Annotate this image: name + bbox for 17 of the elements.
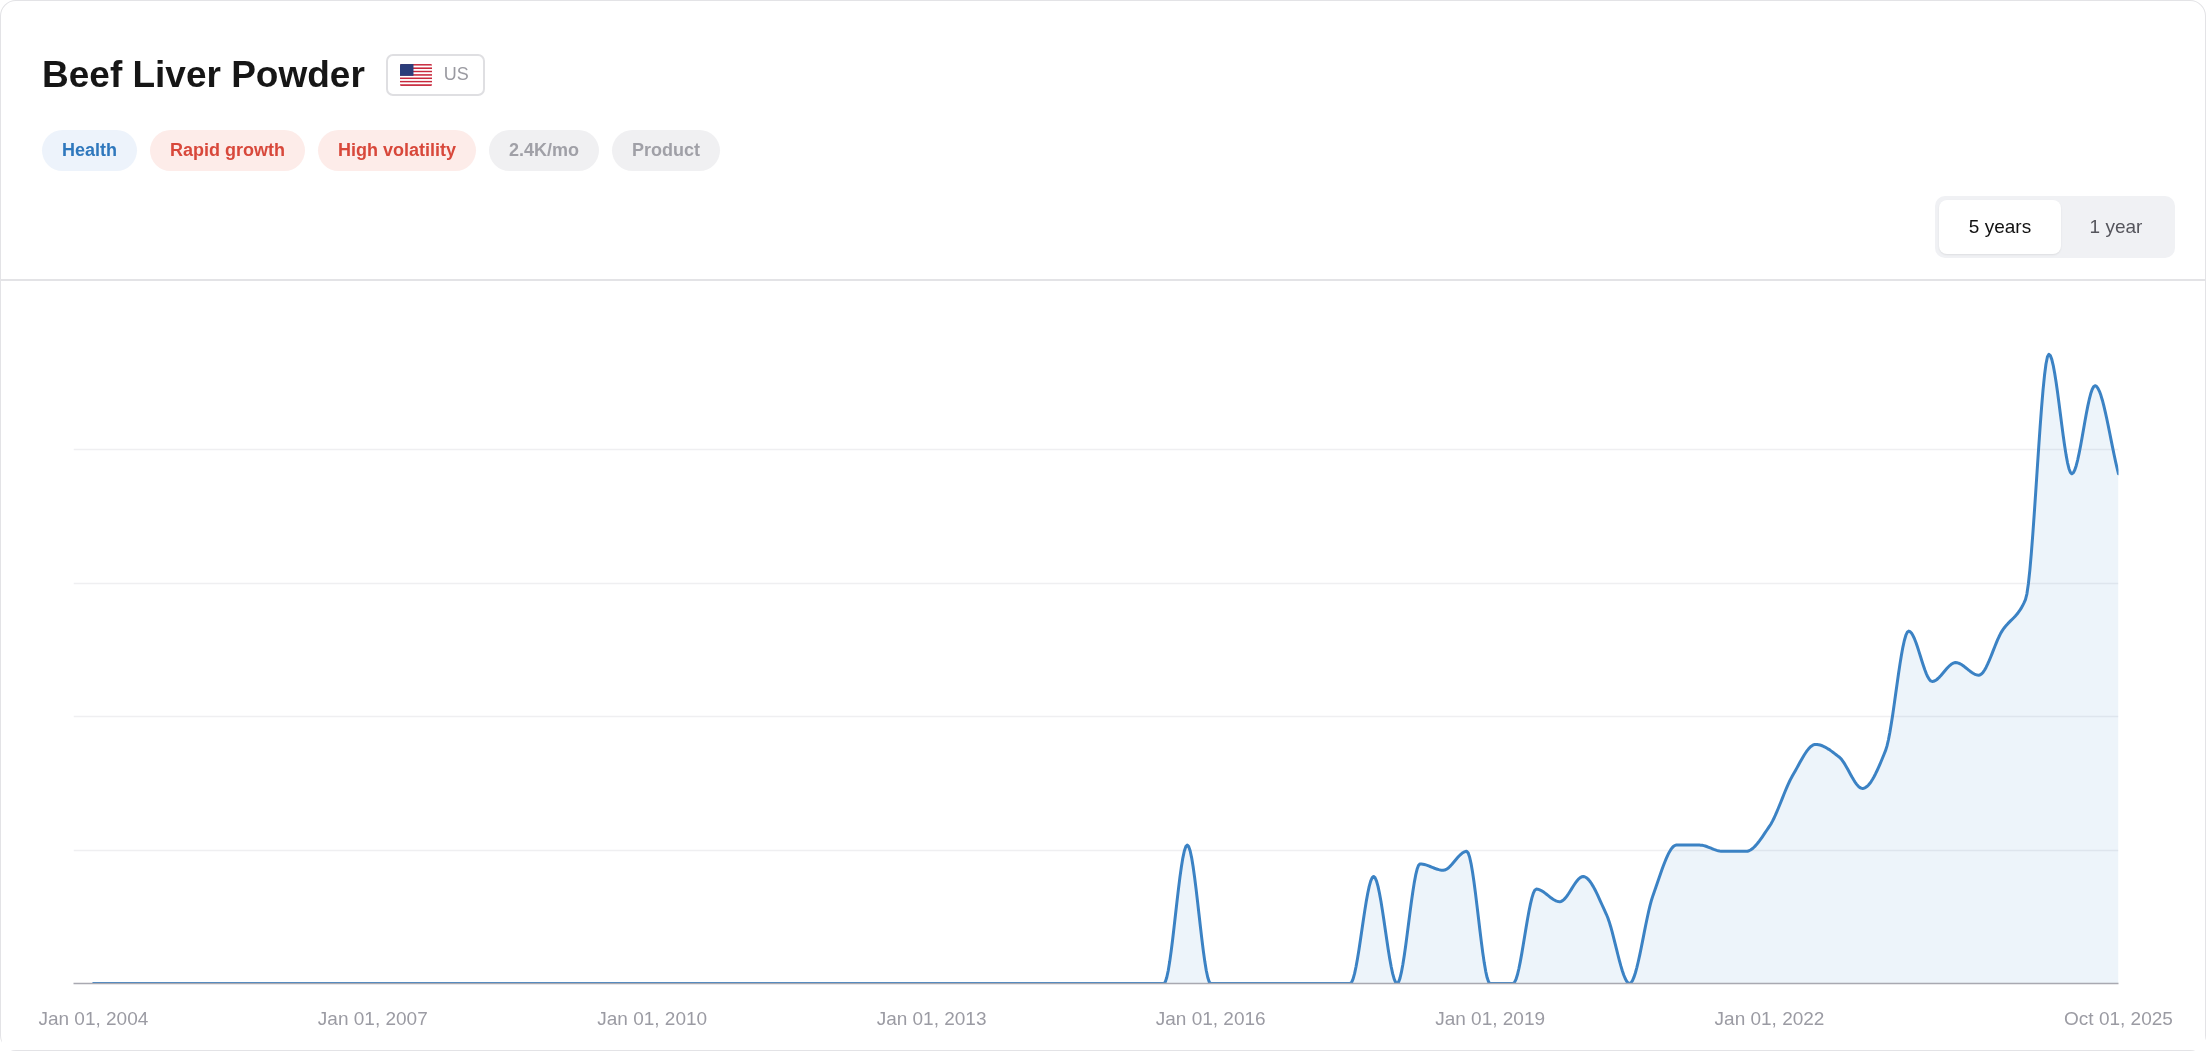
x-tick-label: Oct 01, 2025 <box>2064 1007 2173 1029</box>
x-tick-label: Jan 01, 2004 <box>38 1007 149 1029</box>
text: Rapid growth <box>150 130 306 171</box>
text: Health <box>42 130 138 171</box>
text: High volatility <box>318 130 477 171</box>
text: 1 year <box>2088 215 2144 239</box>
x-tick-label: Jan 01, 2019 <box>1435 1007 1546 1029</box>
x-tick-label: Jan 01, 2010 <box>597 1007 708 1029</box>
x-tick-label: Jan 01, 2016 <box>1155 1007 1266 1029</box>
text: US <box>443 63 469 87</box>
x-tick-label: Jan 01, 2013 <box>876 1007 987 1029</box>
text: 2.4K/mo <box>489 130 600 171</box>
text: 5 years <box>1939 200 2061 254</box>
x-tick-label: Jan 01, 2007 <box>317 1007 428 1029</box>
text: Product <box>612 130 721 171</box>
chart-title: Beef Liver Powder <box>42 53 365 97</box>
x-tick-label: Jan 01, 2022 <box>1714 1007 1825 1029</box>
